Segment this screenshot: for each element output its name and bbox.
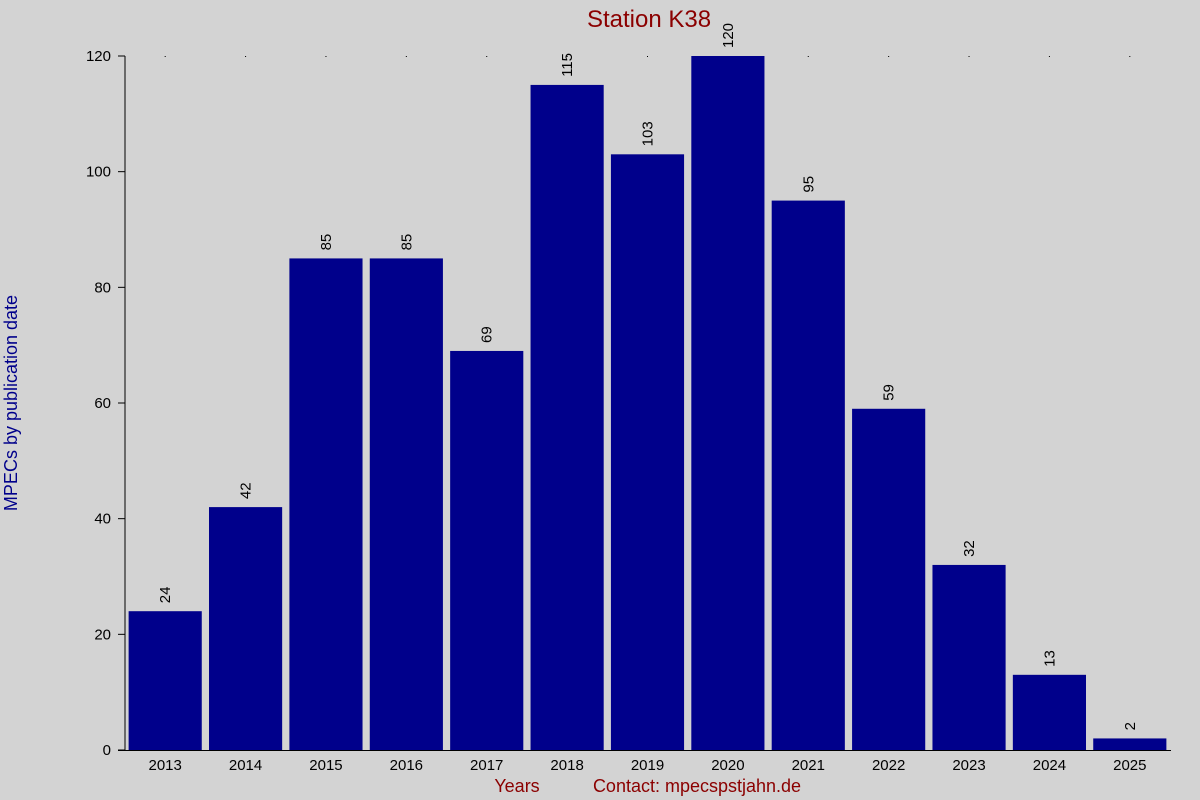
x-tick-label: 2015 [309,757,342,774]
value-label: 24 [157,587,174,604]
bar [209,507,283,750]
x-tick-label: 2013 [149,757,182,774]
value-label: 85 [318,234,335,251]
x-tick-label: 2021 [792,757,825,774]
value-label: 42 [238,482,255,499]
y-tick-label: 40 [94,511,111,528]
x-tick-label: 2014 [229,757,262,774]
x-tick-label: 2016 [390,757,423,774]
x-tick-label: 2017 [470,757,503,774]
x-axis-label: Years [494,776,539,796]
bar [1093,738,1167,750]
x-tick-label: 2025 [1113,757,1146,774]
value-label: 85 [398,234,415,251]
value-label: 13 [1041,650,1058,667]
x-tick-label: 2024 [1033,757,1066,774]
x-tick-label: 2019 [631,757,664,774]
bar [691,56,765,750]
bar [128,611,202,750]
value-label: 59 [881,384,898,401]
bar [530,84,604,750]
y-axis-label: MPECs by publication date [1,295,21,511]
bar [450,350,524,750]
y-tick-label: 120 [86,48,111,65]
x-tick-label: 2020 [711,757,744,774]
y-tick-label: 20 [94,626,111,643]
contact-note: Contact: mpecspstjahn.de [593,776,801,796]
chart-title: Station K38 [587,6,711,33]
value-label: 115 [559,53,576,77]
bar [1012,674,1086,750]
value-label: 69 [479,326,496,343]
bar [289,258,363,750]
value-label: 95 [800,176,817,193]
value-label: 120 [720,23,737,48]
bar [771,200,845,751]
value-label: 32 [961,540,978,557]
y-tick-label: 60 [94,395,111,412]
bar [932,564,1006,750]
bar [852,408,926,750]
x-tick-label: 2018 [550,757,583,774]
bar [610,154,685,751]
y-tick-label: 80 [94,279,111,296]
x-tick-label: 2023 [952,757,985,774]
bar [369,258,443,750]
value-label: 2 [1122,722,1139,730]
x-tick-label: 2022 [872,757,905,774]
value-label: 103 [640,121,657,146]
y-tick-label: 100 [86,164,111,181]
y-tick-label: 0 [103,742,111,759]
